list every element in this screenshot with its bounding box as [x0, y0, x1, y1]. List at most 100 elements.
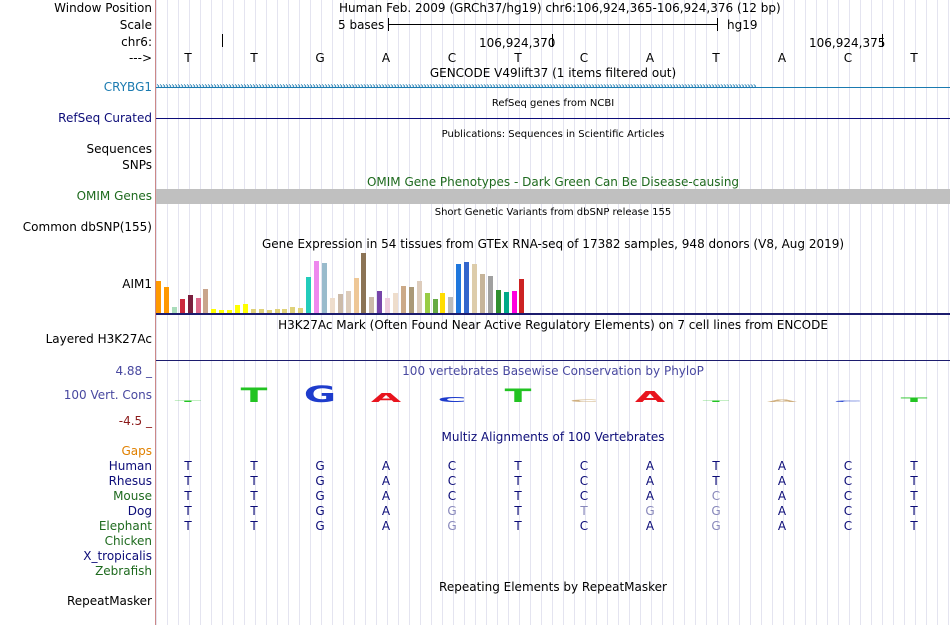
grid-line	[629, 0, 630, 625]
grid-line	[783, 0, 784, 625]
grid-line	[849, 0, 850, 625]
gtex-tissue-bar[interactable]	[400, 286, 406, 313]
grid-line	[706, 0, 707, 625]
dbsnp-label[interactable]: Common dbSNP(155)	[22, 220, 152, 234]
gtex-tissue-bar[interactable]	[235, 305, 240, 313]
phylop-logo-letter: C	[834, 401, 863, 403]
gtex-tissue-bar[interactable]	[385, 298, 391, 313]
omim-label[interactable]: OMIM Genes	[76, 189, 152, 203]
gtex-tissue-bar[interactable]	[258, 309, 264, 313]
gtex-tissue-bar[interactable]	[266, 310, 272, 313]
gtex-tissue-bar[interactable]	[472, 264, 477, 313]
track-display-area[interactable]: Human Feb. 2009 (GRCh37/hg19) chr6:106,9…	[156, 0, 950, 625]
gtex-tissue-bar[interactable]	[519, 279, 525, 313]
species-label[interactable]: Elephant	[98, 519, 152, 533]
gtex-tissue-bar[interactable]	[416, 281, 422, 313]
gtex-tissue-bar[interactable]	[314, 261, 319, 313]
gtex-tissue-bar[interactable]	[211, 309, 217, 313]
gtex-tissue-bar[interactable]	[227, 310, 233, 313]
omim-feature-bar[interactable]	[156, 189, 950, 204]
gtex-tissue-bar[interactable]	[377, 291, 383, 313]
gencode-gene-label[interactable]: CRYBG1	[103, 80, 152, 94]
gtex-tissue-bar[interactable]	[503, 292, 509, 313]
alignment-base: T	[712, 474, 720, 488]
alignment-base: T	[712, 459, 720, 473]
grid-line	[552, 0, 553, 625]
repeatmasker-label[interactable]: RepeatMasker	[66, 594, 152, 608]
gtex-tissue-bar[interactable]	[393, 293, 398, 313]
alignment-base: T	[250, 519, 258, 533]
reference-base: G	[315, 51, 325, 65]
gtex-gene-label[interactable]: AIM1	[122, 277, 152, 291]
gtex-tissue-bar[interactable]	[495, 290, 501, 313]
gtex-tissue-bar[interactable]	[290, 307, 296, 313]
reference-base: A	[645, 51, 655, 65]
species-label[interactable]: Zebrafish	[95, 564, 152, 578]
h3k27ac-label[interactable]: Layered H3K27Ac	[45, 332, 152, 346]
gtex-tissue-bar[interactable]	[345, 291, 351, 313]
gtex-tissue-bar[interactable]	[171, 307, 177, 313]
species-label[interactable]: Chicken	[104, 534, 152, 548]
refseq-gene-line[interactable]	[156, 118, 950, 119]
gtex-tissue-bar[interactable]	[479, 274, 485, 313]
grid-line	[266, 0, 267, 625]
scale-label: Scale	[119, 18, 152, 32]
gtex-tissue-bar[interactable]	[464, 262, 470, 313]
gtex-tissue-bar[interactable]	[440, 293, 446, 313]
gtex-tissue-bar[interactable]	[219, 310, 225, 313]
gtex-tissue-bar[interactable]	[242, 304, 248, 313]
species-label[interactable]: Rhesus	[108, 474, 152, 488]
phylop-logo-letter: T	[901, 397, 928, 404]
gtex-tissue-bar[interactable]	[250, 309, 256, 313]
gtex-tissue-bar[interactable]	[195, 298, 201, 313]
species-label[interactable]: Mouse	[113, 489, 152, 503]
gtex-tissue-bar[interactable]	[321, 263, 327, 313]
gtex-tissue-bar[interactable]	[487, 276, 493, 313]
gtex-tissue-bar[interactable]	[156, 281, 161, 313]
gtex-tissue-bar[interactable]	[511, 291, 517, 313]
gtex-tissue-bar[interactable]	[361, 253, 367, 313]
publications-label-snps[interactable]: SNPs	[122, 158, 152, 172]
gtex-tissue-bar[interactable]	[353, 278, 359, 313]
grid-line	[827, 0, 828, 625]
grid-line	[651, 0, 652, 625]
gtex-tissue-bar[interactable]	[274, 309, 280, 313]
gtex-tissue-bar[interactable]	[408, 287, 414, 313]
gtex-tissue-bar[interactable]	[187, 295, 193, 313]
species-label[interactable]: Human	[108, 459, 152, 473]
species-label[interactable]: X_tropicalis	[83, 549, 152, 563]
gtex-tissue-bar[interactable]	[298, 308, 304, 313]
alignment-base: A	[777, 504, 787, 518]
phylop-label[interactable]: 100 Vert. Cons	[63, 388, 152, 402]
gtex-tissue-bar[interactable]	[179, 299, 185, 313]
publications-label-sequences[interactable]: Sequences	[86, 142, 152, 156]
gtex-tissue-bar[interactable]	[306, 277, 312, 313]
gtex-tissue-bar[interactable]	[432, 299, 438, 313]
alignment-base: A	[381, 519, 391, 533]
grid-line	[805, 0, 806, 625]
grid-line	[904, 0, 905, 625]
gtex-tissue-bar[interactable]	[448, 297, 454, 313]
alignment-base: C	[579, 489, 589, 503]
alignment-base: G	[315, 474, 325, 488]
species-label[interactable]: Dog	[127, 504, 152, 518]
alignment-base: C	[447, 474, 457, 488]
alignment-base: T	[250, 459, 258, 473]
gtex-tissue-bar[interactable]	[203, 289, 209, 313]
gtex-tissue-bar[interactable]	[163, 287, 169, 313]
alignment-base: T	[250, 489, 258, 503]
gtex-bar-chart[interactable]	[156, 252, 536, 313]
grid-line	[871, 0, 872, 625]
alignment-base: T	[250, 474, 258, 488]
gtex-tissue-bar[interactable]	[369, 297, 375, 313]
refseq-label[interactable]: RefSeq Curated	[58, 111, 152, 125]
gtex-tissue-bar[interactable]	[456, 264, 462, 313]
grid-line	[926, 0, 927, 625]
gtex-tissue-bar[interactable]	[337, 294, 343, 313]
coord-tick-0	[222, 34, 223, 47]
gtex-tissue-bar[interactable]	[329, 298, 335, 313]
gtex-tissue-bar[interactable]	[424, 293, 430, 313]
gtex-tissue-bar[interactable]	[282, 309, 288, 313]
alignment-base: C	[843, 459, 853, 473]
